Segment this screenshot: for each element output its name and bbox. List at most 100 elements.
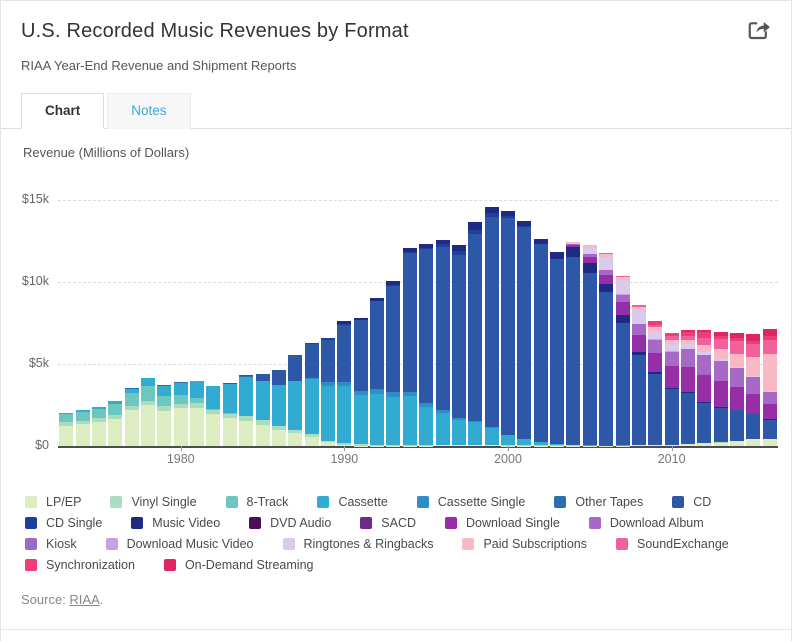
bar-segment bbox=[697, 375, 712, 402]
bar-segment bbox=[681, 393, 695, 445]
bar-segment bbox=[353, 320, 368, 392]
bar-segment bbox=[75, 410, 90, 412]
bar-segment bbox=[697, 345, 712, 352]
bar-segment bbox=[746, 340, 761, 344]
bar-1989 bbox=[321, 338, 335, 446]
bar-segment bbox=[141, 401, 155, 406]
bar-segment bbox=[435, 410, 450, 414]
bar-segment bbox=[157, 410, 172, 446]
legend-item: CD bbox=[672, 495, 711, 509]
bar-segment bbox=[664, 387, 679, 389]
bar-segment bbox=[435, 444, 450, 446]
legend-item: CD Single bbox=[25, 516, 102, 530]
bar-segment bbox=[697, 443, 712, 446]
share-button[interactable] bbox=[743, 15, 773, 45]
bar-segment bbox=[271, 426, 286, 430]
bar-segment bbox=[75, 411, 90, 421]
legend: LP/EP Vinyl Single 8-Track Cassette Cassette… bbox=[1, 481, 791, 575]
bar-segment bbox=[631, 306, 646, 311]
bar-segment bbox=[730, 341, 745, 354]
bar-segment bbox=[435, 244, 450, 248]
bar-segment bbox=[648, 374, 663, 445]
legend-label: Other Tapes bbox=[575, 494, 644, 509]
bar-segment bbox=[75, 423, 90, 446]
bar-segment bbox=[484, 213, 499, 217]
source-link[interactable]: RIAA bbox=[69, 592, 100, 607]
bar-1973 bbox=[59, 413, 74, 446]
x-tick-label: 2000 bbox=[494, 452, 522, 466]
bar-segment bbox=[370, 301, 385, 389]
y-tick-label: $0 bbox=[35, 438, 49, 452]
tab-notes[interactable]: Notes bbox=[107, 93, 191, 129]
bar-segment bbox=[599, 284, 614, 292]
bar-segment bbox=[730, 386, 745, 410]
bar-segment bbox=[255, 374, 270, 381]
legend-swatch bbox=[360, 516, 373, 529]
bar-segment bbox=[664, 366, 679, 388]
bar-segment bbox=[468, 421, 483, 446]
bar-1995 bbox=[419, 244, 434, 446]
legend-label: DVD Audio bbox=[270, 515, 332, 530]
legend-swatch bbox=[25, 516, 37, 529]
bar-segment bbox=[108, 403, 123, 415]
bar-1998 bbox=[468, 221, 483, 446]
bar-segment bbox=[762, 404, 777, 420]
bar-segment bbox=[713, 407, 728, 443]
bar-1986 bbox=[271, 369, 286, 446]
bar-segment bbox=[631, 324, 646, 335]
legend-swatch bbox=[110, 495, 123, 508]
bar-segment bbox=[337, 443, 352, 445]
legend-item: LP/EP bbox=[25, 495, 81, 509]
legend-swatch bbox=[105, 537, 118, 550]
gridline bbox=[58, 282, 778, 283]
bar-1999 bbox=[484, 206, 499, 446]
legend-label: LP/EP bbox=[46, 494, 82, 509]
bar-segment bbox=[681, 391, 695, 394]
bar-segment bbox=[321, 440, 335, 443]
bar-segment bbox=[173, 408, 188, 446]
legend-item: Paid Subscriptions bbox=[462, 537, 587, 551]
bar-segment bbox=[582, 262, 597, 273]
bar-1980 bbox=[173, 382, 188, 446]
legend-row: Synchronization On-Demand Streaming bbox=[25, 554, 777, 575]
bar-segment bbox=[746, 334, 761, 341]
legend-item: SoundExchange bbox=[615, 537, 729, 551]
legend-swatch bbox=[588, 516, 601, 529]
legend-item: Download Music Video bbox=[105, 537, 254, 551]
bar-segment bbox=[222, 383, 237, 414]
bar-segment bbox=[451, 444, 466, 446]
gridline bbox=[58, 200, 778, 201]
bar-segment bbox=[255, 420, 270, 425]
bar-segment bbox=[730, 333, 745, 339]
bar-segment bbox=[713, 359, 728, 361]
bar-segment bbox=[157, 406, 172, 411]
tab-chart[interactable]: Chart bbox=[21, 93, 105, 129]
bar-segment bbox=[517, 226, 532, 228]
bar-segment bbox=[271, 369, 286, 386]
legend-label: CD bbox=[693, 494, 712, 509]
bar-2001 bbox=[517, 220, 532, 446]
bar-segment bbox=[141, 405, 155, 446]
legend-item: DVD Audio bbox=[249, 516, 331, 530]
bar-segment bbox=[321, 339, 335, 383]
bar-segment bbox=[435, 247, 450, 411]
chart-area: Revenue (Millions of Dollars) $15k $10k $5… bbox=[1, 141, 791, 481]
legend-swatch bbox=[672, 495, 685, 508]
bar-segment bbox=[648, 352, 663, 372]
x-tick-label: 1990 bbox=[330, 452, 359, 466]
bar-2002 bbox=[533, 239, 548, 446]
bar-segment bbox=[533, 244, 548, 442]
x-tick-mark bbox=[671, 446, 673, 451]
bar-segment bbox=[304, 343, 319, 378]
legend-swatch bbox=[25, 558, 37, 571]
bar-segment bbox=[370, 300, 385, 302]
bar-segment bbox=[484, 427, 499, 446]
bar-segment bbox=[697, 351, 712, 355]
bar-segment bbox=[402, 252, 417, 392]
bar-segment bbox=[124, 410, 139, 446]
bar-segment bbox=[730, 440, 745, 446]
bar-segment bbox=[337, 381, 352, 387]
bar-segment bbox=[517, 227, 532, 440]
bar-segment bbox=[91, 407, 106, 409]
bar-segment bbox=[762, 438, 777, 446]
